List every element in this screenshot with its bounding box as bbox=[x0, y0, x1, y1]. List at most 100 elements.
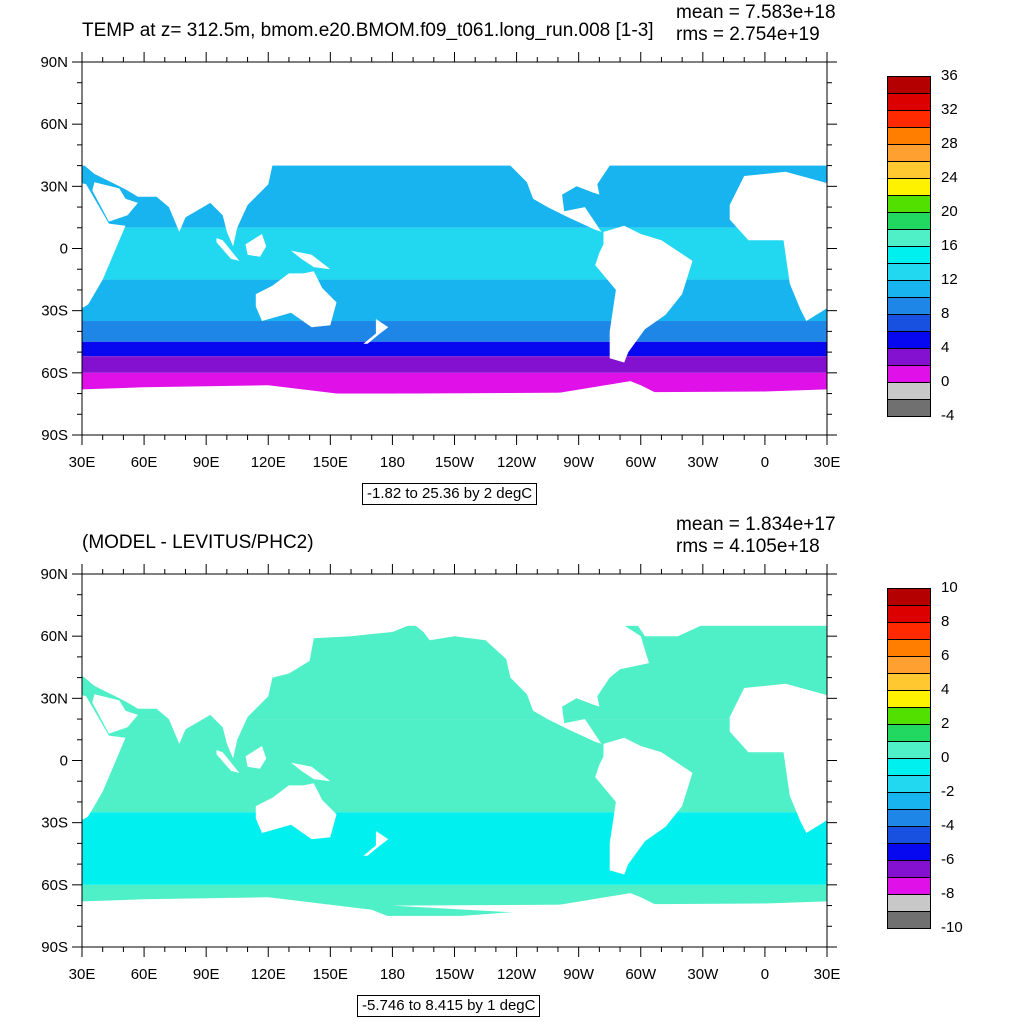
land-mask bbox=[1001, 271, 1024, 327]
zone-band bbox=[82, 279, 827, 322]
land-mask bbox=[245, 234, 267, 257]
land-mask bbox=[255, 783, 337, 840]
lon-tick-label: 120E bbox=[251, 966, 286, 983]
lon-tick-label: 30W bbox=[687, 454, 719, 471]
colorbar-cell bbox=[887, 93, 931, 111]
colorbar-cell bbox=[887, 212, 931, 230]
colorbar-cell bbox=[887, 127, 931, 145]
land-mask bbox=[413, 97, 649, 232]
top-mean: mean = 7.583e+18 bbox=[676, 2, 836, 23]
land-mask bbox=[216, 750, 240, 773]
lat-tick-label: 90N bbox=[40, 54, 68, 71]
colorbar-label: 28 bbox=[941, 135, 958, 152]
land-mask bbox=[82, 183, 126, 309]
land-mask bbox=[363, 831, 389, 856]
colorbar-cell bbox=[887, 911, 931, 929]
colorbar-cell bbox=[887, 314, 931, 332]
lon-tick-label: 150W bbox=[435, 454, 475, 471]
land-mask bbox=[1001, 783, 1024, 839]
land-mask bbox=[291, 250, 331, 270]
colorbar-cell bbox=[887, 280, 931, 298]
colorbar-cell bbox=[887, 229, 931, 247]
land-mask bbox=[82, 695, 126, 821]
colorbar-cell bbox=[887, 263, 931, 281]
colorbar-label: 8 bbox=[941, 613, 950, 630]
colorbar-label: 36 bbox=[941, 67, 958, 84]
lon-tick-label: 120E bbox=[251, 454, 286, 471]
top-colorbar bbox=[887, 76, 932, 417]
colorbar-cell bbox=[887, 690, 931, 708]
lon-tick-label: 60W bbox=[625, 454, 657, 471]
lon-tick-label: 150E bbox=[313, 966, 348, 983]
colorbar-label: 0 bbox=[941, 373, 950, 390]
land-mask bbox=[82, 893, 827, 947]
lon-tick-label: 180 bbox=[380, 966, 405, 983]
lat-tick-label: 0 bbox=[60, 753, 68, 770]
lat-tick-label: 30S bbox=[41, 303, 68, 320]
colorbar-label: 12 bbox=[941, 271, 958, 288]
land-mask bbox=[991, 746, 1012, 769]
lat-tick-label: 0 bbox=[60, 241, 68, 258]
colorbar-label: -6 bbox=[941, 851, 955, 868]
colorbar-cell bbox=[887, 297, 931, 315]
lat-tick-label: 90S bbox=[41, 427, 68, 444]
zone-band bbox=[82, 356, 827, 373]
zone-band bbox=[82, 812, 827, 885]
colorbar-cell bbox=[887, 673, 931, 691]
land-mask bbox=[82, 88, 414, 247]
colorbar-cell bbox=[887, 144, 931, 162]
colorbar-cell bbox=[887, 724, 931, 742]
lat-tick-label: 30N bbox=[40, 690, 68, 707]
zone-band bbox=[82, 341, 827, 357]
zone-band bbox=[82, 321, 827, 342]
top-panel: 90N 60N 30N 0 30S 60S 90S 30E 60E 90E 120E 150E 180 1… bbox=[40, 2, 1024, 505]
land-mask bbox=[620, 588, 724, 637]
zone-band bbox=[82, 227, 827, 280]
lon-tick-label: 30E bbox=[69, 966, 96, 983]
lon-tick-label: 120W bbox=[497, 454, 537, 471]
colorbar-cell bbox=[887, 843, 931, 861]
colorbar-cell bbox=[887, 331, 931, 349]
lon-tick-label: 30E bbox=[814, 966, 841, 983]
colorbar-label: 0 bbox=[941, 749, 950, 766]
colorbar-cell bbox=[887, 894, 931, 912]
colorbar-label: 4 bbox=[941, 339, 950, 356]
colorbar-cell bbox=[887, 605, 931, 623]
lon-tick-label: 0 bbox=[761, 966, 769, 983]
top-title: TEMP at z= 312.5m, bmom.e20.BMOM.f09_t06… bbox=[82, 20, 654, 41]
lon-tick-label: 90E bbox=[193, 966, 220, 983]
lon-tick-label: 0 bbox=[761, 454, 769, 471]
colorbar-cell bbox=[887, 877, 931, 895]
top-range-box: -1.82 to 25.36 by 2 degC bbox=[362, 483, 538, 505]
land-mask bbox=[245, 746, 267, 769]
land-mask bbox=[620, 76, 724, 125]
field-layer bbox=[82, 588, 1024, 947]
land-mask bbox=[92, 182, 138, 222]
colorbar-label: -10 bbox=[941, 919, 963, 936]
land-mask bbox=[962, 750, 985, 773]
bottom-range-box: -5.746 to 8.415 by 1 degC bbox=[357, 995, 541, 1017]
land-mask bbox=[92, 694, 138, 734]
colorbar-cell bbox=[887, 656, 931, 674]
colorbar-label: 2 bbox=[941, 715, 950, 732]
field-layer bbox=[82, 76, 1024, 435]
bottom-colorbar bbox=[887, 588, 932, 929]
colorbar-cell bbox=[887, 622, 931, 640]
lon-tick-label: 30W bbox=[687, 966, 719, 983]
land-mask bbox=[291, 762, 331, 782]
lon-tick-label: 60E bbox=[131, 454, 158, 471]
bottom-mean: mean = 1.834e+17 bbox=[676, 514, 836, 535]
colorbar-cell bbox=[887, 246, 931, 264]
lon-tick-label: 30E bbox=[814, 454, 841, 471]
lon-tick-label: 60E bbox=[131, 966, 158, 983]
colorbar-cell bbox=[887, 348, 931, 366]
colorbar-cell bbox=[887, 110, 931, 128]
lat-tick-label: 60S bbox=[41, 877, 68, 894]
lat-tick-label: 90N bbox=[40, 566, 68, 583]
colorbar-cell bbox=[887, 399, 931, 417]
colorbar-cell bbox=[887, 860, 931, 878]
colorbar-label: 10 bbox=[941, 579, 958, 596]
lon-tick-label: 150W bbox=[435, 966, 475, 983]
